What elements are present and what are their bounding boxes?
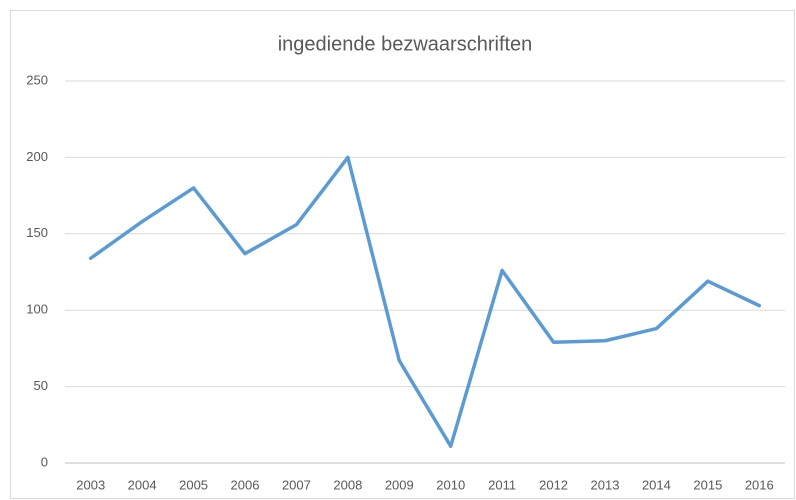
- x-tick-label: 2004: [128, 477, 157, 492]
- x-tick-label: 2016: [745, 477, 774, 492]
- y-tick-label: 200: [26, 149, 48, 164]
- x-tick-label: 2013: [591, 477, 620, 492]
- x-tick-label: 2003: [76, 477, 105, 492]
- x-tick-label: 2006: [231, 477, 260, 492]
- chart-title: ingediende bezwaarschriften: [278, 33, 533, 55]
- x-tick-label: 2009: [385, 477, 414, 492]
- x-tick-label: 2011: [488, 477, 516, 492]
- x-tick-label: 2007: [282, 477, 311, 492]
- x-tick-label: 2005: [179, 477, 208, 492]
- x-tick-label: 2010: [436, 477, 465, 492]
- x-tick-label: 2012: [539, 477, 568, 492]
- x-tick-label: 2015: [693, 477, 722, 492]
- y-tick-label: 0: [41, 454, 48, 469]
- chart-border: [10, 10, 795, 499]
- x-tick-label: 2008: [333, 477, 362, 492]
- y-tick-label: 250: [26, 72, 48, 87]
- series-line: [88, 155, 762, 448]
- y-tick-label: 150: [26, 225, 48, 240]
- y-tick-label: 100: [26, 302, 48, 317]
- y-tick-label: 50: [34, 378, 48, 393]
- x-tick-label: 2014: [642, 477, 671, 492]
